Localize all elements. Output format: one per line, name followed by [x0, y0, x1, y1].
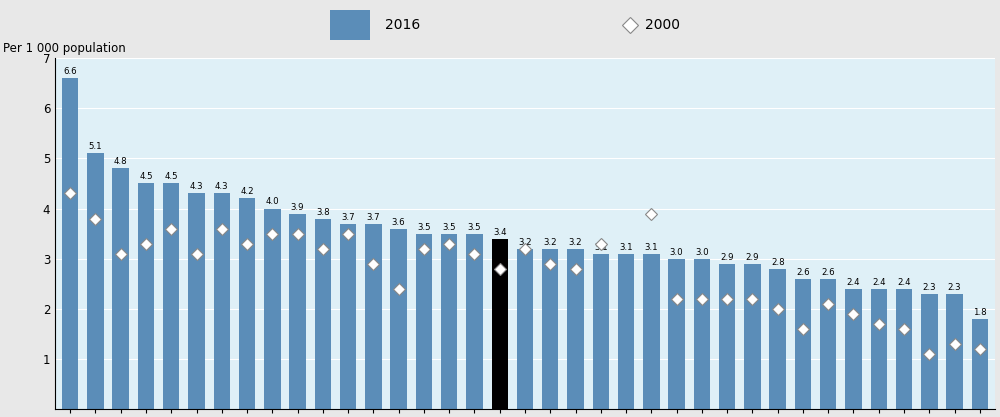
Bar — [264, 208, 281, 409]
Bar — [593, 254, 609, 409]
Text: 2.6: 2.6 — [796, 268, 810, 276]
Text: 3.2: 3.2 — [569, 238, 582, 246]
Bar — [315, 219, 331, 409]
Bar — [289, 214, 306, 409]
Text: 4.0: 4.0 — [265, 198, 279, 206]
Text: 3.0: 3.0 — [695, 248, 709, 256]
FancyBboxPatch shape — [330, 10, 370, 40]
Text: 3.0: 3.0 — [670, 248, 683, 256]
Bar — [112, 168, 129, 409]
Bar — [845, 289, 862, 409]
Bar — [340, 224, 356, 409]
Bar — [214, 193, 230, 409]
Text: 3.1: 3.1 — [645, 243, 658, 251]
Text: 3.5: 3.5 — [468, 223, 481, 231]
Bar — [416, 234, 432, 409]
Text: 4.3: 4.3 — [215, 183, 229, 191]
Bar — [744, 264, 761, 409]
Text: 2016: 2016 — [385, 18, 420, 32]
Bar — [921, 294, 938, 409]
Text: 2.9: 2.9 — [746, 253, 759, 261]
Bar — [871, 289, 887, 409]
Text: 4.2: 4.2 — [240, 188, 254, 196]
Bar — [62, 78, 78, 409]
Text: 2.3: 2.3 — [922, 283, 936, 291]
Text: 6.6: 6.6 — [63, 68, 77, 76]
Bar — [365, 224, 382, 409]
Bar — [769, 269, 786, 409]
Text: 2.6: 2.6 — [821, 268, 835, 276]
Bar — [946, 294, 963, 409]
Text: 3.7: 3.7 — [367, 213, 380, 221]
Text: 4.3: 4.3 — [190, 183, 203, 191]
Bar — [517, 249, 533, 409]
Bar — [668, 259, 685, 409]
Text: Per 1 000 population: Per 1 000 population — [3, 42, 126, 55]
Bar — [492, 239, 508, 409]
Text: 3.5: 3.5 — [442, 223, 456, 231]
Bar — [466, 234, 483, 409]
Text: 3.6: 3.6 — [392, 218, 405, 226]
Bar — [795, 279, 811, 409]
Bar — [542, 249, 558, 409]
Bar — [441, 234, 457, 409]
Bar — [239, 198, 255, 409]
Bar — [694, 259, 710, 409]
Text: 3.9: 3.9 — [291, 203, 304, 211]
Text: 5.1: 5.1 — [89, 143, 102, 151]
Bar — [87, 153, 104, 409]
Bar — [390, 229, 407, 409]
Bar — [820, 279, 836, 409]
Text: 4.8: 4.8 — [114, 158, 128, 166]
Text: 3.1: 3.1 — [594, 243, 608, 251]
Text: 4.5: 4.5 — [139, 173, 153, 181]
Bar — [643, 254, 660, 409]
Text: 2.4: 2.4 — [872, 278, 886, 286]
Text: 3.4: 3.4 — [493, 228, 507, 236]
Text: 3.5: 3.5 — [417, 223, 431, 231]
Bar — [188, 193, 205, 409]
Bar — [163, 183, 179, 409]
Text: 2.4: 2.4 — [847, 278, 860, 286]
Text: 3.8: 3.8 — [316, 208, 330, 216]
Text: 3.2: 3.2 — [518, 238, 532, 246]
Text: 2000: 2000 — [645, 18, 680, 32]
Bar — [972, 319, 988, 409]
Bar — [138, 183, 154, 409]
Text: 2.4: 2.4 — [897, 278, 911, 286]
Text: 2.8: 2.8 — [771, 258, 785, 266]
Bar — [567, 249, 584, 409]
Text: 1.8: 1.8 — [973, 308, 987, 317]
Text: 3.2: 3.2 — [543, 238, 557, 246]
Bar — [719, 264, 735, 409]
Text: 3.7: 3.7 — [341, 213, 355, 221]
Text: 3.1: 3.1 — [619, 243, 633, 251]
Text: 2.9: 2.9 — [720, 253, 734, 261]
Bar — [618, 254, 634, 409]
Bar — [896, 289, 912, 409]
Text: 2.3: 2.3 — [948, 283, 961, 291]
Text: 4.5: 4.5 — [164, 173, 178, 181]
